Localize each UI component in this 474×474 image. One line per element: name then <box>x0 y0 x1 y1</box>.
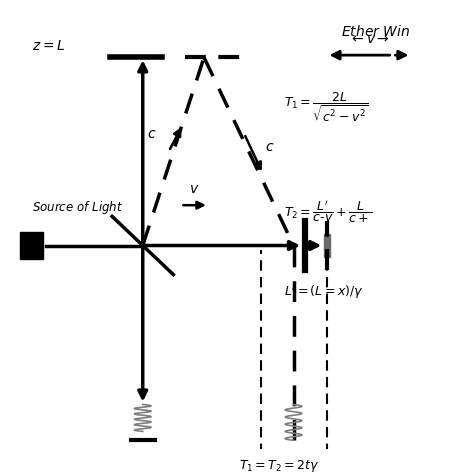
Text: $\it{Ether\ Win}$: $\it{Ether\ Win}$ <box>341 24 410 39</box>
Text: $T_2=\dfrac{L^{\prime}}{c\text{-}v}+\dfrac{L}{c+}$: $T_2=\dfrac{L^{\prime}}{c\text{-}v}+\dfr… <box>284 199 373 225</box>
Text: $\it{Source\ of\ Light}$: $\it{Source\ of\ Light}$ <box>32 200 123 217</box>
Text: $z=L$: $z=L$ <box>32 39 65 53</box>
Bar <box>20 232 43 259</box>
Text: $L^{\prime}=(L=x)/\gamma$: $L^{\prime}=(L=x)/\gamma$ <box>284 283 364 301</box>
Text: $T_1=\dfrac{2L}{\sqrt{c^2-v^2}}$: $T_1=\dfrac{2L}{\sqrt{c^2-v^2}}$ <box>284 91 369 125</box>
Bar <box>324 234 330 257</box>
Text: $c$: $c$ <box>147 127 157 140</box>
Text: $c$: $c$ <box>265 140 275 154</box>
Text: $\leftarrow \it{v} \rightarrow$: $\leftarrow \it{v} \rightarrow$ <box>348 32 389 46</box>
Text: $T_1=T_2=2t\gamma$: $T_1=T_2=2t\gamma$ <box>239 458 319 474</box>
Text: $\it{v}$: $\it{v}$ <box>190 182 200 196</box>
